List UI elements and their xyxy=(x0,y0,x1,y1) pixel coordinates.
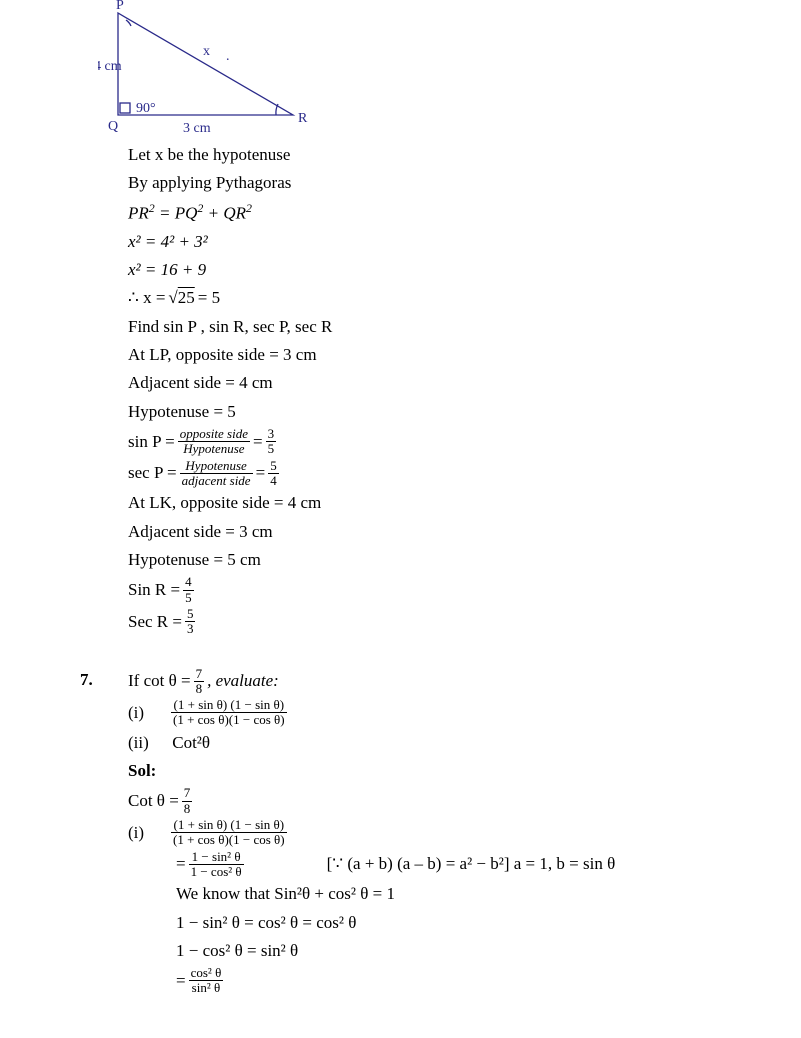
text-line: Hypotenuse = 5 xyxy=(128,399,761,425)
svg-text:Q: Q xyxy=(108,119,118,134)
question-prompt: If cot θ = 7 8 , evaluate: xyxy=(128,667,761,697)
equation: PR2 = PQ2 + QR2 xyxy=(128,199,761,227)
svg-text:R: R xyxy=(298,111,308,126)
svg-text:.: . xyxy=(226,49,230,64)
part-i: (i) (1 + sin θ) (1 − sin θ) (1 + cos θ)(… xyxy=(128,698,761,728)
text-line: Adjacent side = 3 cm xyxy=(128,519,761,545)
solution-label: Sol: xyxy=(128,758,761,784)
equation-secP: sec P = Hypotenuse adjacent side = 5 4 xyxy=(128,459,761,489)
part-ii: (ii) Cot²θ xyxy=(128,730,761,756)
equation: x² = 16 + 9 xyxy=(128,257,761,283)
text-line: Hypotenuse = 5 cm xyxy=(128,547,761,573)
equation: x² = 4² + 3² xyxy=(128,229,761,255)
svg-text:3 cm: 3 cm xyxy=(183,121,211,136)
triangle-diagram: P Q R 4 cm 3 cm x . 90° xyxy=(98,0,328,140)
text-line: At LP, opposite side = 3 cm xyxy=(128,342,761,368)
text-line: Find sin P , sin R, sec P, sec R xyxy=(128,314,761,340)
text-line: Let x be the hypotenuse xyxy=(128,142,761,168)
equation-secR: Sec R = 5 3 xyxy=(128,607,761,637)
svg-text:x: x xyxy=(203,44,210,59)
equation: ∴ x = √25 = 5 xyxy=(128,285,761,311)
text-line: By applying Pythagoras xyxy=(128,170,761,196)
identity-3: 1 − cos² θ = sin² θ xyxy=(176,938,761,964)
svg-text:4 cm: 4 cm xyxy=(98,59,122,74)
identity-2: 1 − sin² θ = cos² θ = cos² θ xyxy=(176,910,761,936)
identity: We know that Sin²θ + cos² θ = 1 xyxy=(176,881,761,907)
equation-sinP: sin P = opposite side Hypotenuse = 3 5 xyxy=(128,427,761,457)
svg-text:90°: 90° xyxy=(136,101,156,116)
svg-text:P: P xyxy=(116,0,124,13)
step-2: = 1 − sin² θ 1 − cos² θ [∵ (a + b) (a – … xyxy=(176,850,761,880)
final-result: = cos² θ sin² θ xyxy=(176,966,761,996)
text-line: Adjacent side = 4 cm xyxy=(128,370,761,396)
equation-sinR: Sin R = 4 5 xyxy=(128,575,761,605)
text-line: At LK, opposite side = 4 cm xyxy=(128,490,761,516)
cot-value: Cot θ = 7 8 xyxy=(128,786,761,816)
question-number: 7. xyxy=(80,667,93,693)
sol-i: (i) (1 + sin θ) (1 − sin θ) (1 + cos θ)(… xyxy=(128,818,761,848)
